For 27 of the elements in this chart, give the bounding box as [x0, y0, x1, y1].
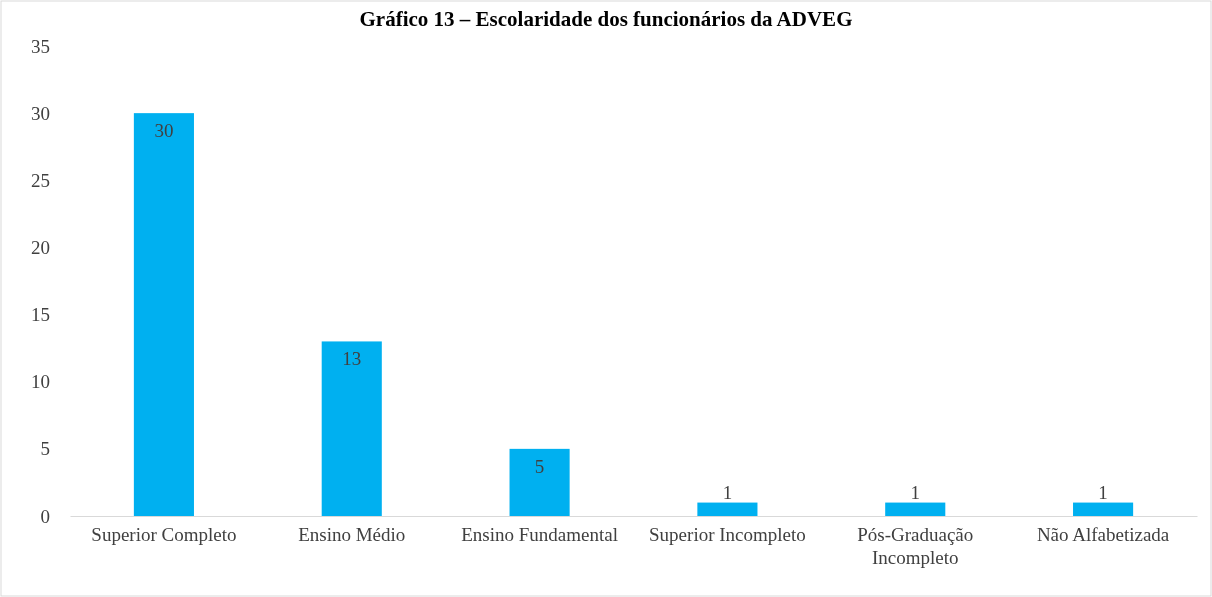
bar	[1073, 502, 1134, 516]
x-tick-label: Ensino Médio	[298, 524, 406, 546]
data-label: 1	[1098, 481, 1108, 503]
x-tick-label: Pós-Graduação Incompleto	[857, 524, 974, 569]
x-tick-label: Ensino Fundamental	[461, 524, 618, 546]
y-tick-label: 0	[40, 505, 50, 527]
data-label: 13	[342, 348, 362, 370]
bar	[321, 341, 382, 516]
data-label: 1	[910, 481, 920, 503]
y-tick-label: 10	[31, 371, 50, 393]
y-tick-label: 20	[31, 237, 50, 259]
x-tick-label: Não Alfabetizada	[1036, 524, 1170, 546]
bar	[885, 502, 946, 516]
y-tick-label: 30	[31, 102, 50, 124]
bar	[133, 113, 194, 516]
y-tick-label: 5	[40, 438, 50, 460]
x-tick-label: Superior Incompleto	[649, 524, 806, 546]
y-tick-label: 25	[31, 169, 50, 191]
x-tick-label: Superior Completo	[91, 524, 237, 546]
y-tick-label: 15	[31, 304, 50, 326]
data-label: 5	[534, 455, 545, 477]
data-label: 30	[154, 120, 174, 142]
bar	[509, 448, 570, 516]
y-tick-label: 35	[31, 35, 50, 57]
chart-title: Gráfico 13 – Escolaridade dos funcionários da ADVEG	[359, 7, 853, 31]
data-label: 1	[722, 481, 733, 503]
bar	[697, 502, 758, 516]
